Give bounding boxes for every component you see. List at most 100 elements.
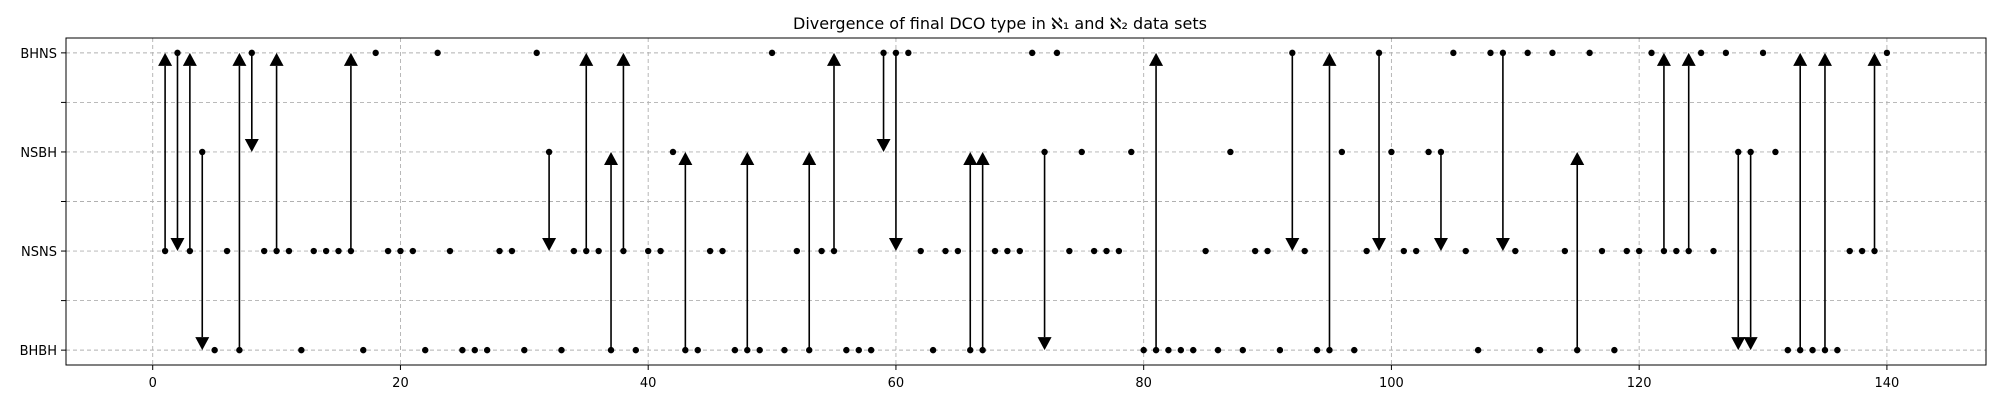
data-point: [1276, 346, 1284, 354]
data-point: [1722, 49, 1730, 57]
arrow-head: [195, 337, 210, 351]
arrow-head: [542, 238, 557, 252]
data-point: [422, 346, 429, 354]
data-point: [384, 247, 392, 255]
axis-ticks: 0 20 40 60 80 100 120 140 BHBH NSNS NSBH BHNS: [20, 47, 1900, 391]
data-point: [1747, 148, 1754, 156]
data-point: [459, 346, 466, 354]
data-point: [273, 247, 280, 255]
arrow-head: [579, 52, 594, 66]
data-point: [360, 346, 367, 354]
data-point: [496, 247, 503, 255]
data-point: [335, 247, 342, 255]
data-point: [1772, 148, 1779, 156]
data-point: [1066, 247, 1073, 255]
data-point: [781, 346, 788, 354]
data-point: [917, 247, 924, 255]
arrow-head: [888, 238, 903, 252]
data-point: [1227, 148, 1234, 156]
arrow-head: [616, 52, 631, 66]
data-point: [818, 247, 825, 255]
arrow-head: [963, 151, 978, 165]
data-point: [1115, 247, 1123, 255]
data-point: [322, 247, 330, 255]
arrow-head: [678, 151, 693, 165]
data-point: [1796, 346, 1804, 354]
data-point: [347, 247, 355, 255]
data-point: [1759, 49, 1767, 57]
data-point: [1450, 49, 1457, 57]
data-point: [843, 346, 850, 354]
data-point: [669, 148, 677, 156]
data-point: [161, 247, 169, 255]
data-point: [211, 346, 218, 354]
data-point: [694, 346, 701, 354]
data-point: [1301, 247, 1308, 255]
arrow-head: [1495, 238, 1510, 252]
data-point: [731, 346, 739, 354]
arrow-head: [876, 138, 891, 152]
arrow-head: [1037, 337, 1052, 351]
data-point: [607, 346, 615, 354]
data-points: [161, 49, 1891, 354]
arrow-head: [1322, 52, 1337, 66]
data-point: [1190, 346, 1197, 354]
x-tick-label: 0: [149, 376, 157, 391]
data-point: [186, 247, 194, 255]
data-point: [260, 247, 268, 255]
data-point: [1710, 247, 1717, 255]
data-point: [1078, 148, 1085, 156]
data-point: [867, 346, 875, 354]
data-point: [310, 247, 317, 255]
data-point: [1041, 148, 1048, 156]
data-point: [1016, 247, 1024, 255]
data-point: [1264, 247, 1271, 255]
arrow-head: [1570, 151, 1585, 165]
data-point: [1660, 247, 1668, 255]
data-point: [1462, 247, 1469, 255]
transition-arrows: [158, 52, 1882, 351]
arrow-head: [1867, 52, 1882, 66]
data-point: [1697, 49, 1705, 57]
x-tick-label: 120: [1627, 376, 1652, 391]
data-point: [929, 346, 937, 354]
data-point: [397, 247, 404, 255]
data-point: [1351, 346, 1358, 354]
data-point: [1834, 346, 1841, 354]
arrow-head: [1743, 337, 1758, 351]
data-point: [1165, 346, 1172, 354]
data-point: [942, 247, 949, 255]
x-tick-label: 20: [392, 376, 409, 391]
arrow-head: [1681, 52, 1696, 66]
data-point: [1598, 247, 1606, 255]
data-point: [236, 346, 243, 354]
data-point: [744, 346, 751, 354]
data-point: [682, 346, 689, 354]
data-point: [372, 49, 379, 57]
data-point: [199, 148, 206, 156]
data-point: [471, 346, 478, 354]
data-point: [533, 49, 540, 57]
data-point: [1388, 148, 1395, 156]
data-point: [1474, 346, 1482, 354]
data-point: [1846, 247, 1853, 255]
data-point: [991, 247, 999, 255]
data-point: [1251, 247, 1259, 255]
data-point: [1375, 49, 1383, 57]
arrow-head: [802, 151, 817, 165]
data-point: [756, 346, 763, 354]
arrow-head: [1285, 238, 1300, 252]
data-point: [1561, 247, 1569, 255]
arrow-head: [343, 52, 358, 66]
arrow-head: [232, 52, 247, 66]
arrow-head: [1433, 238, 1448, 252]
data-point: [570, 247, 578, 255]
arrow-head: [1793, 52, 1808, 66]
data-point: [1425, 148, 1432, 156]
data-point: [1623, 247, 1630, 255]
x-tick-label: 60: [888, 376, 905, 391]
arrow-head: [158, 52, 173, 66]
arrow-head: [244, 138, 259, 152]
data-point: [1871, 247, 1878, 255]
data-point: [1053, 49, 1061, 57]
